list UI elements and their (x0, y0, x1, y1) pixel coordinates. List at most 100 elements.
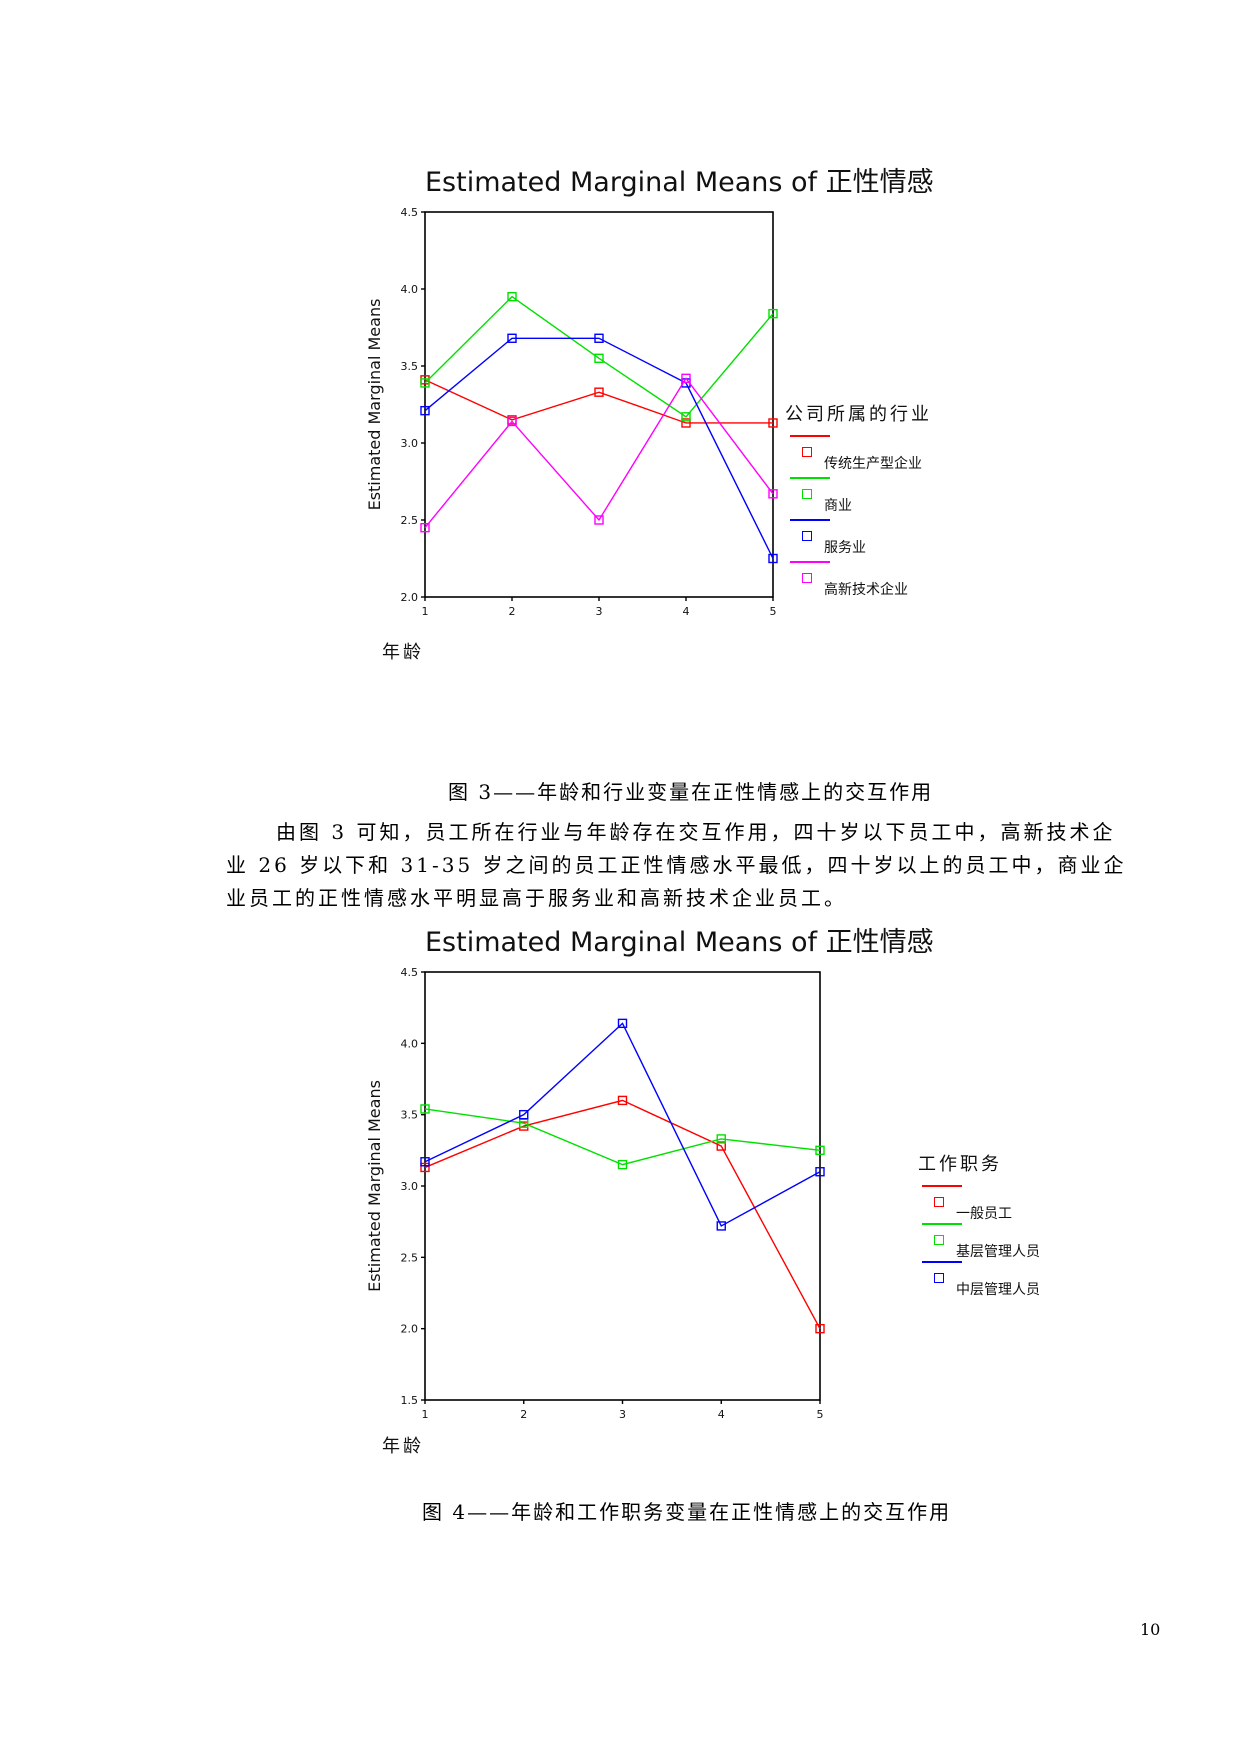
series-line (424, 337, 774, 559)
legend-marker-swatch (802, 573, 812, 583)
data-point (594, 333, 604, 343)
legend-line-swatch (922, 1223, 962, 1225)
legend-label: 一般员工 (956, 1206, 1012, 1222)
y-tick-label: 2.0 (401, 1323, 419, 1336)
series-line (424, 377, 774, 529)
series-line (424, 1022, 821, 1227)
paragraph-line: 由图 3 可知，员工所在行业与年龄存在交互作用，四十岁以下员工中，高新技术企 (276, 820, 1116, 844)
data-point (815, 1167, 825, 1177)
legend-label: 商业 (824, 498, 852, 514)
y-tick-label: 2.5 (401, 1251, 419, 1264)
y-tick-label: 4.0 (401, 283, 419, 296)
data-point (594, 353, 604, 364)
data-point (716, 1221, 726, 1231)
y-tick-label: 1.5 (401, 1394, 419, 1407)
legend-marker-swatch (802, 489, 812, 499)
legend-marker-swatch (934, 1235, 944, 1245)
data-point (681, 373, 691, 384)
x-axis-label: 年龄 (382, 1436, 424, 1457)
data-point (519, 1109, 529, 1120)
y-tick-label: 3.5 (401, 360, 419, 373)
legend-item: 服务业 (790, 519, 990, 565)
legend-item: 中层管理人员 (922, 1261, 1122, 1307)
data-point (617, 1018, 628, 1029)
data-point (716, 1134, 726, 1144)
legend-item: 传统生产型企业 (790, 435, 990, 481)
x-tick-label: 2 (509, 605, 516, 618)
legend-line-swatch (790, 477, 830, 479)
x-tick-label: 4 (683, 605, 690, 618)
legend-label: 中层管理人员 (956, 1282, 1040, 1298)
legend-item: 商业 (790, 477, 990, 523)
legend-item: 高新技术企业 (790, 561, 990, 607)
x-tick-label: 3 (596, 605, 603, 618)
data-point (507, 416, 517, 427)
legend-line-swatch (790, 519, 830, 521)
data-point (681, 412, 691, 422)
legend-marker-swatch (934, 1273, 944, 1283)
legend-item: 一般员工 (922, 1185, 1122, 1231)
series-line (424, 379, 773, 424)
data-point (594, 515, 604, 525)
page-number: 10 (1140, 1620, 1161, 1639)
legend-marker-swatch (802, 447, 812, 457)
figure-4: Estimated Marginal Means of 正性情感 1.5 2.0 2… (340, 920, 1080, 1460)
legend-line-swatch (790, 561, 830, 563)
y-tick-label: 3.5 (401, 1109, 419, 1122)
paragraph-line: 业员工的正性情感水平明显高于服务业和高新技术企业员工。 (226, 886, 847, 910)
legend-label: 基层管理人员 (956, 1244, 1040, 1260)
data-point (768, 553, 778, 564)
y-tick-label: 4.5 (401, 206, 419, 219)
data-point (617, 1159, 628, 1170)
data-point (507, 291, 517, 302)
x-tick-label: 1 (422, 1408, 429, 1421)
y-tick-label: 3.0 (401, 1180, 419, 1193)
data-point (681, 418, 691, 428)
series-line (424, 295, 774, 418)
x-axis-label: 年龄 (382, 642, 424, 663)
legend-item: 基层管理人员 (922, 1223, 1122, 1269)
y-tick-label: 4.5 (401, 966, 419, 979)
x-tick-label: 3 (619, 1408, 626, 1421)
data-point (815, 1323, 825, 1334)
legend-marker-swatch (934, 1197, 944, 1207)
data-point (507, 333, 517, 343)
chart-title: Estimated Marginal Means of 正性情感 (425, 927, 934, 958)
plot-frame (424, 971, 821, 1401)
data-point (716, 1141, 726, 1151)
y-tick-label: 2.0 (401, 591, 419, 604)
legend-title: 工作职务 (918, 1154, 1002, 1175)
figure-4-caption: 图 4——年龄和工作职务变量在正性情感上的交互作用 (422, 1500, 952, 1524)
series-line (424, 1099, 821, 1329)
data-point (420, 1104, 430, 1114)
legend-label: 服务业 (824, 540, 866, 556)
data-point (420, 523, 430, 533)
data-point (768, 418, 778, 428)
legend-line-swatch (790, 435, 830, 437)
data-point (768, 308, 778, 319)
legend-line-swatch (922, 1261, 962, 1263)
x-tick-label: 1 (422, 605, 429, 618)
data-point (617, 1095, 628, 1106)
legend-line-swatch (922, 1185, 962, 1187)
line-chart: 1.5 2.0 2.5 3.0 3.5 4.0 4.5 1 2 3 4 5 Estimated Marg… (365, 966, 825, 1421)
y-tick-label: 2.5 (401, 514, 419, 527)
data-point (768, 489, 778, 499)
x-tick-label: 2 (520, 1408, 527, 1421)
y-axis-label: Estimated Marginal Means (365, 299, 384, 511)
data-point (815, 1145, 825, 1156)
figure-3-caption: 图 3——年龄和行业变量在正性情感上的交互作用 (448, 780, 934, 804)
data-point (594, 387, 604, 397)
y-tick-label: 4.0 (401, 1037, 419, 1050)
legend-marker-swatch (802, 531, 812, 541)
legend-label: 高新技术企业 (824, 582, 908, 598)
paragraph-line: 业 26 岁以下和 31-35 岁之间的员工正性情感水平最低，四十岁以上的员工中… (226, 853, 1127, 877)
data-point (420, 405, 430, 416)
chart-title: Estimated Marginal Means of 正性情感 (425, 167, 934, 198)
data-point (420, 1162, 430, 1173)
y-axis-label: Estimated Marginal Means (365, 1080, 384, 1292)
figure-3: Estimated Marginal Means of 正性情感 2.0 2.5 3… (340, 160, 1060, 680)
series-line (424, 1108, 821, 1166)
y-tick-label: 3.0 (401, 437, 419, 450)
x-tick-label: 5 (817, 1408, 824, 1421)
